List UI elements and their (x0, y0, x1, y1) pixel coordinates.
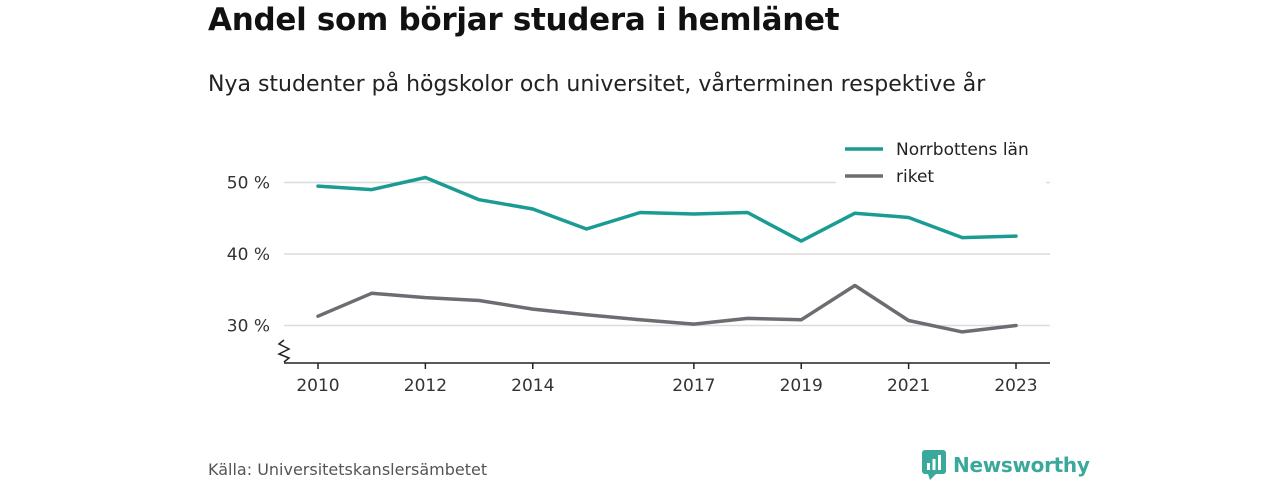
legend-label: Norrbottens län (896, 140, 1029, 160)
chart-title: Andel som börjar studera i hemlänet (208, 2, 840, 38)
x-tick-label: 2010 (296, 376, 339, 396)
brand-name: Newsworthy (953, 453, 1090, 477)
legend-background (836, 134, 1046, 192)
x-tick-label: 2021 (887, 376, 930, 396)
y-tick-label: 50 % (227, 174, 270, 194)
legend-label: riket (896, 167, 934, 187)
newsworthy-logo-icon (922, 450, 946, 480)
x-tick-label: 2019 (780, 376, 823, 396)
axis-break-icon (277, 339, 291, 363)
chart-subtitle: Nya studenter på högskolor och universit… (208, 72, 986, 97)
source-note: Källa: Universitetskanslersämbetet (208, 460, 488, 479)
series-line (316, 175, 1018, 243)
x-tick-label: 2023 (994, 376, 1037, 396)
x-tick-label: 2017 (672, 376, 715, 396)
brand-logo[interactable]: Newsworthy (922, 450, 1090, 480)
x-tick-label: 2012 (404, 376, 447, 396)
y-tick-label: 30 % (227, 317, 270, 337)
y-tick-label: 40 % (227, 245, 270, 265)
x-tick-label: 2014 (511, 376, 554, 396)
series-line (316, 283, 1018, 334)
